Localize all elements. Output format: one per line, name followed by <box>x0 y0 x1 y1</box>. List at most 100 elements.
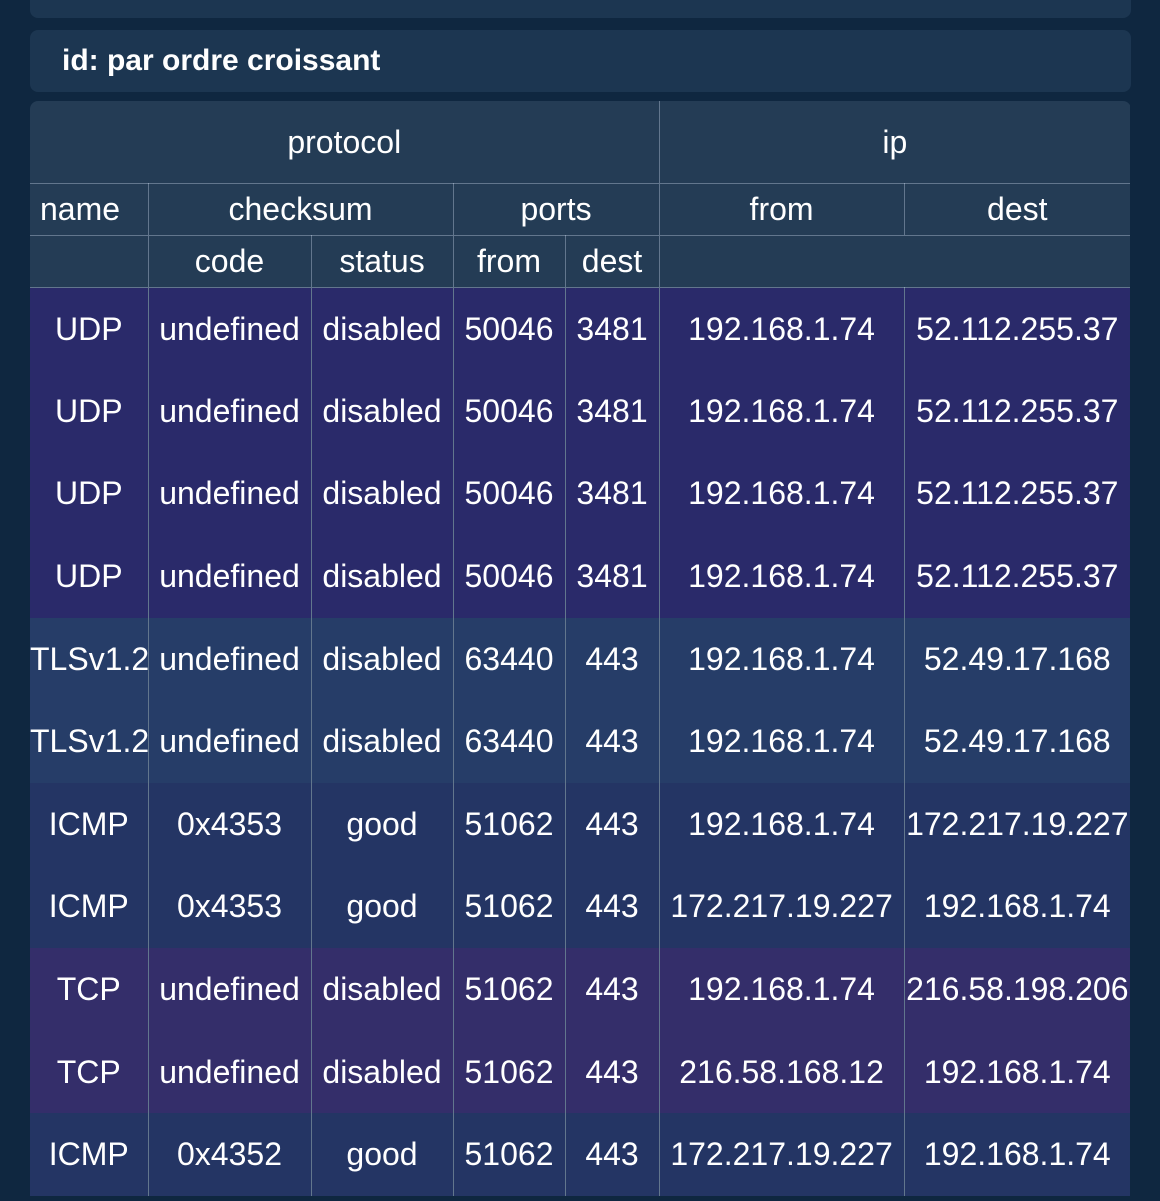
cell-status: disabled <box>310 370 453 453</box>
cell-ip-dest: 192.168.1.74 <box>903 865 1131 949</box>
cell-name: ICMP <box>30 1113 148 1197</box>
cell-ip-dest: 52.112.255.37 <box>903 287 1131 371</box>
packets-table: protocol ip name checksum ports from des… <box>30 101 1131 1197</box>
table-row[interactable]: TCP undefined disabled 51062 443 216.58.168.1… <box>30 1030 1131 1114</box>
cell-ip-dest: 52.49.17.168 <box>903 700 1131 784</box>
cell-status: good <box>310 783 453 866</box>
cell-ip-from: 192.168.1.74 <box>658 617 905 701</box>
cell-port-dest: 443 <box>564 617 660 701</box>
cell-ip-from: 192.168.1.74 <box>658 783 905 866</box>
cell-name: TLSv1.2 <box>30 617 148 701</box>
cell-port-dest: 443 <box>564 1030 660 1114</box>
cell-port-from: 63440 <box>452 700 565 784</box>
cell-port-dest: 443 <box>564 865 660 949</box>
cell-ip-dest: 172.217.19.227 <box>903 783 1131 866</box>
cell-port-dest: 443 <box>564 700 660 784</box>
cell-code: undefined <box>147 1030 311 1114</box>
cell-port-from: 50046 <box>452 370 565 453</box>
header-name[interactable]: name <box>30 183 148 236</box>
cell-ip-from: 172.217.19.227 <box>658 1113 905 1197</box>
table-row[interactable]: ICMP 0x4353 good 51062 443 172.217.19.227 192.… <box>30 865 1131 949</box>
header-status[interactable]: status <box>310 235 453 288</box>
cell-ip-from: 192.168.1.74 <box>658 535 905 618</box>
cell-status: disabled <box>310 700 453 784</box>
cell-ip-dest: 52.112.255.37 <box>903 370 1131 453</box>
header-code[interactable]: code <box>147 235 311 288</box>
header-checksum[interactable]: checksum <box>147 183 453 236</box>
cell-name: UDP <box>30 535 148 618</box>
header-ip-from[interactable]: from <box>658 183 905 236</box>
cell-ip-from: 192.168.1.74 <box>658 700 905 784</box>
cell-ip-from: 216.58.168.12 <box>658 1030 905 1114</box>
cell-status: disabled <box>310 287 453 371</box>
header-ip-dest[interactable]: dest <box>903 183 1131 236</box>
cell-code: 0x4352 <box>147 1113 311 1197</box>
cell-port-dest: 443 <box>564 948 660 1031</box>
header-ip[interactable]: ip <box>658 101 1131 184</box>
cell-code: undefined <box>147 370 311 453</box>
cell-port-from: 51062 <box>452 948 565 1031</box>
table-row[interactable]: UDP undefined disabled 50046 3481 192.168.1.7… <box>30 452 1131 536</box>
cell-ip-dest: 52.112.255.37 <box>903 535 1131 618</box>
cell-status: good <box>310 1113 453 1197</box>
previous-panel <box>30 0 1131 18</box>
cell-name: ICMP <box>30 783 148 866</box>
cell-name: ICMP <box>30 865 148 949</box>
cell-code: 0x4353 <box>147 783 311 866</box>
cell-status: good <box>310 865 453 949</box>
cell-code: undefined <box>147 948 311 1031</box>
cell-port-from: 50046 <box>452 452 565 536</box>
header-empty-ip <box>658 235 1131 288</box>
header-port-dest[interactable]: dest <box>564 235 660 288</box>
header-ports[interactable]: ports <box>452 183 660 236</box>
table-row[interactable]: TLSv1.2 undefined disabled 63440 443 192.168.… <box>30 617 1131 701</box>
cell-status: disabled <box>310 452 453 536</box>
cell-name: UDP <box>30 452 148 536</box>
cell-ip-dest: 216.58.198.206 <box>903 948 1131 1031</box>
cell-ip-from: 192.168.1.74 <box>658 287 905 371</box>
table-row[interactable]: ICMP 0x4352 good 51062 443 172.217.19.227 192.… <box>30 1113 1131 1197</box>
header-protocol[interactable]: protocol <box>30 101 660 184</box>
cell-name: TCP <box>30 948 148 1031</box>
cell-name: UDP <box>30 287 148 371</box>
cell-status: disabled <box>310 1030 453 1114</box>
cell-port-dest: 443 <box>564 783 660 866</box>
cell-port-dest: 3481 <box>564 287 660 371</box>
packets-table-container[interactable]: protocol ip name checksum ports from des… <box>30 101 1131 1201</box>
cell-ip-from: 172.217.19.227 <box>658 865 905 949</box>
cell-ip-dest: 192.168.1.74 <box>903 1113 1131 1197</box>
cell-port-from: 51062 <box>452 865 565 949</box>
cell-ip-dest: 52.49.17.168 <box>903 617 1131 701</box>
table-row[interactable]: UDP undefined disabled 50046 3481 192.168.1.7… <box>30 535 1131 618</box>
cell-ip-from: 192.168.1.74 <box>658 452 905 536</box>
cell-port-from: 51062 <box>452 1030 565 1114</box>
table-row[interactable]: ICMP 0x4353 good 51062 443 192.168.1.74 172.21… <box>30 783 1131 866</box>
cell-status: disabled <box>310 535 453 618</box>
cell-status: disabled <box>310 948 453 1031</box>
cell-ip-from: 192.168.1.74 <box>658 370 905 453</box>
cell-port-dest: 3481 <box>564 535 660 618</box>
header-port-from[interactable]: from <box>452 235 565 288</box>
cell-port-from: 50046 <box>452 535 565 618</box>
table-body: UDP undefined disabled 50046 3481 192.168.1.7… <box>30 287 1131 1197</box>
cell-code: 0x4353 <box>147 865 311 949</box>
table-row[interactable]: UDP undefined disabled 50046 3481 192.168.1.7… <box>30 287 1131 371</box>
cell-port-from: 50046 <box>452 287 565 371</box>
cell-port-from: 51062 <box>452 783 565 866</box>
sort-label: id: par ordre croissant <box>62 44 381 77</box>
sort-indicator[interactable]: id: par ordre croissant <box>30 30 1131 92</box>
cell-port-from: 63440 <box>452 617 565 701</box>
cell-port-dest: 3481 <box>564 370 660 453</box>
table-row[interactable]: UDP undefined disabled 50046 3481 192.168.1.7… <box>30 370 1131 453</box>
table-row[interactable]: TLSv1.2 undefined disabled 63440 443 192.168.… <box>30 700 1131 784</box>
cell-port-dest: 3481 <box>564 452 660 536</box>
cell-name: UDP <box>30 370 148 453</box>
cell-ip-dest: 192.168.1.74 <box>903 1030 1131 1114</box>
cell-ip-from: 192.168.1.74 <box>658 948 905 1031</box>
cell-name: TLSv1.2 <box>30 700 148 784</box>
table-row[interactable]: TCP undefined disabled 51062 443 192.168.1.74… <box>30 948 1131 1031</box>
cell-name: TCP <box>30 1030 148 1114</box>
cell-port-dest: 443 <box>564 1113 660 1197</box>
cell-code: undefined <box>147 535 311 618</box>
cell-ip-dest: 52.112.255.37 <box>903 452 1131 536</box>
